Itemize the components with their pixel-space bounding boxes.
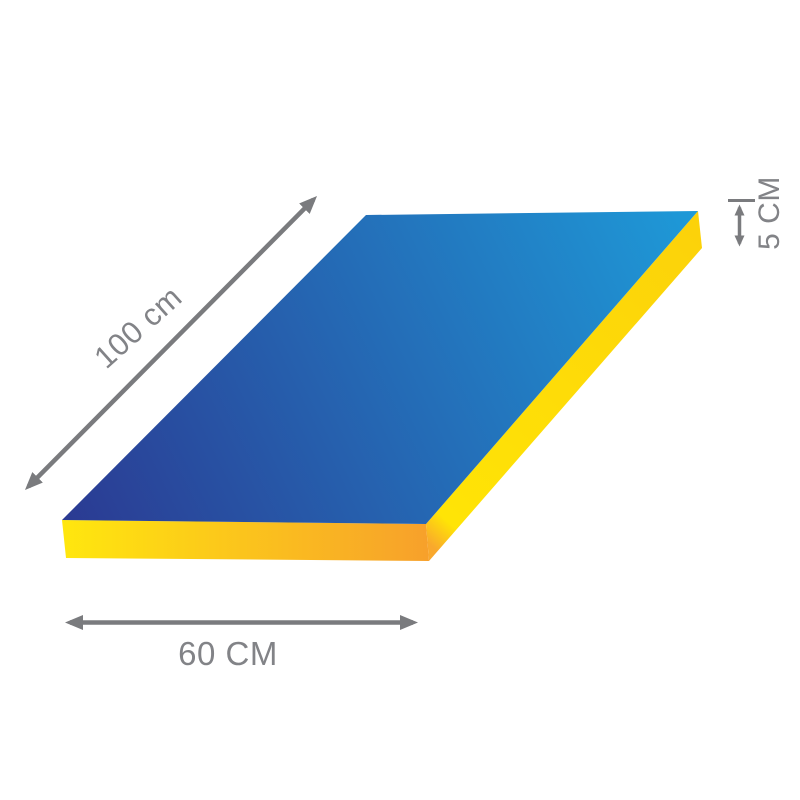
width-dimension: 60 CM — [65, 615, 418, 672]
mat-right-face — [426, 211, 702, 561]
width-label: 60 CM — [178, 635, 278, 672]
thickness-label: 5 CM — [753, 176, 786, 250]
length-arrow — [24, 195, 318, 491]
mat-front-face — [62, 520, 429, 561]
thickness-dimension: 5 CM — [728, 176, 786, 250]
